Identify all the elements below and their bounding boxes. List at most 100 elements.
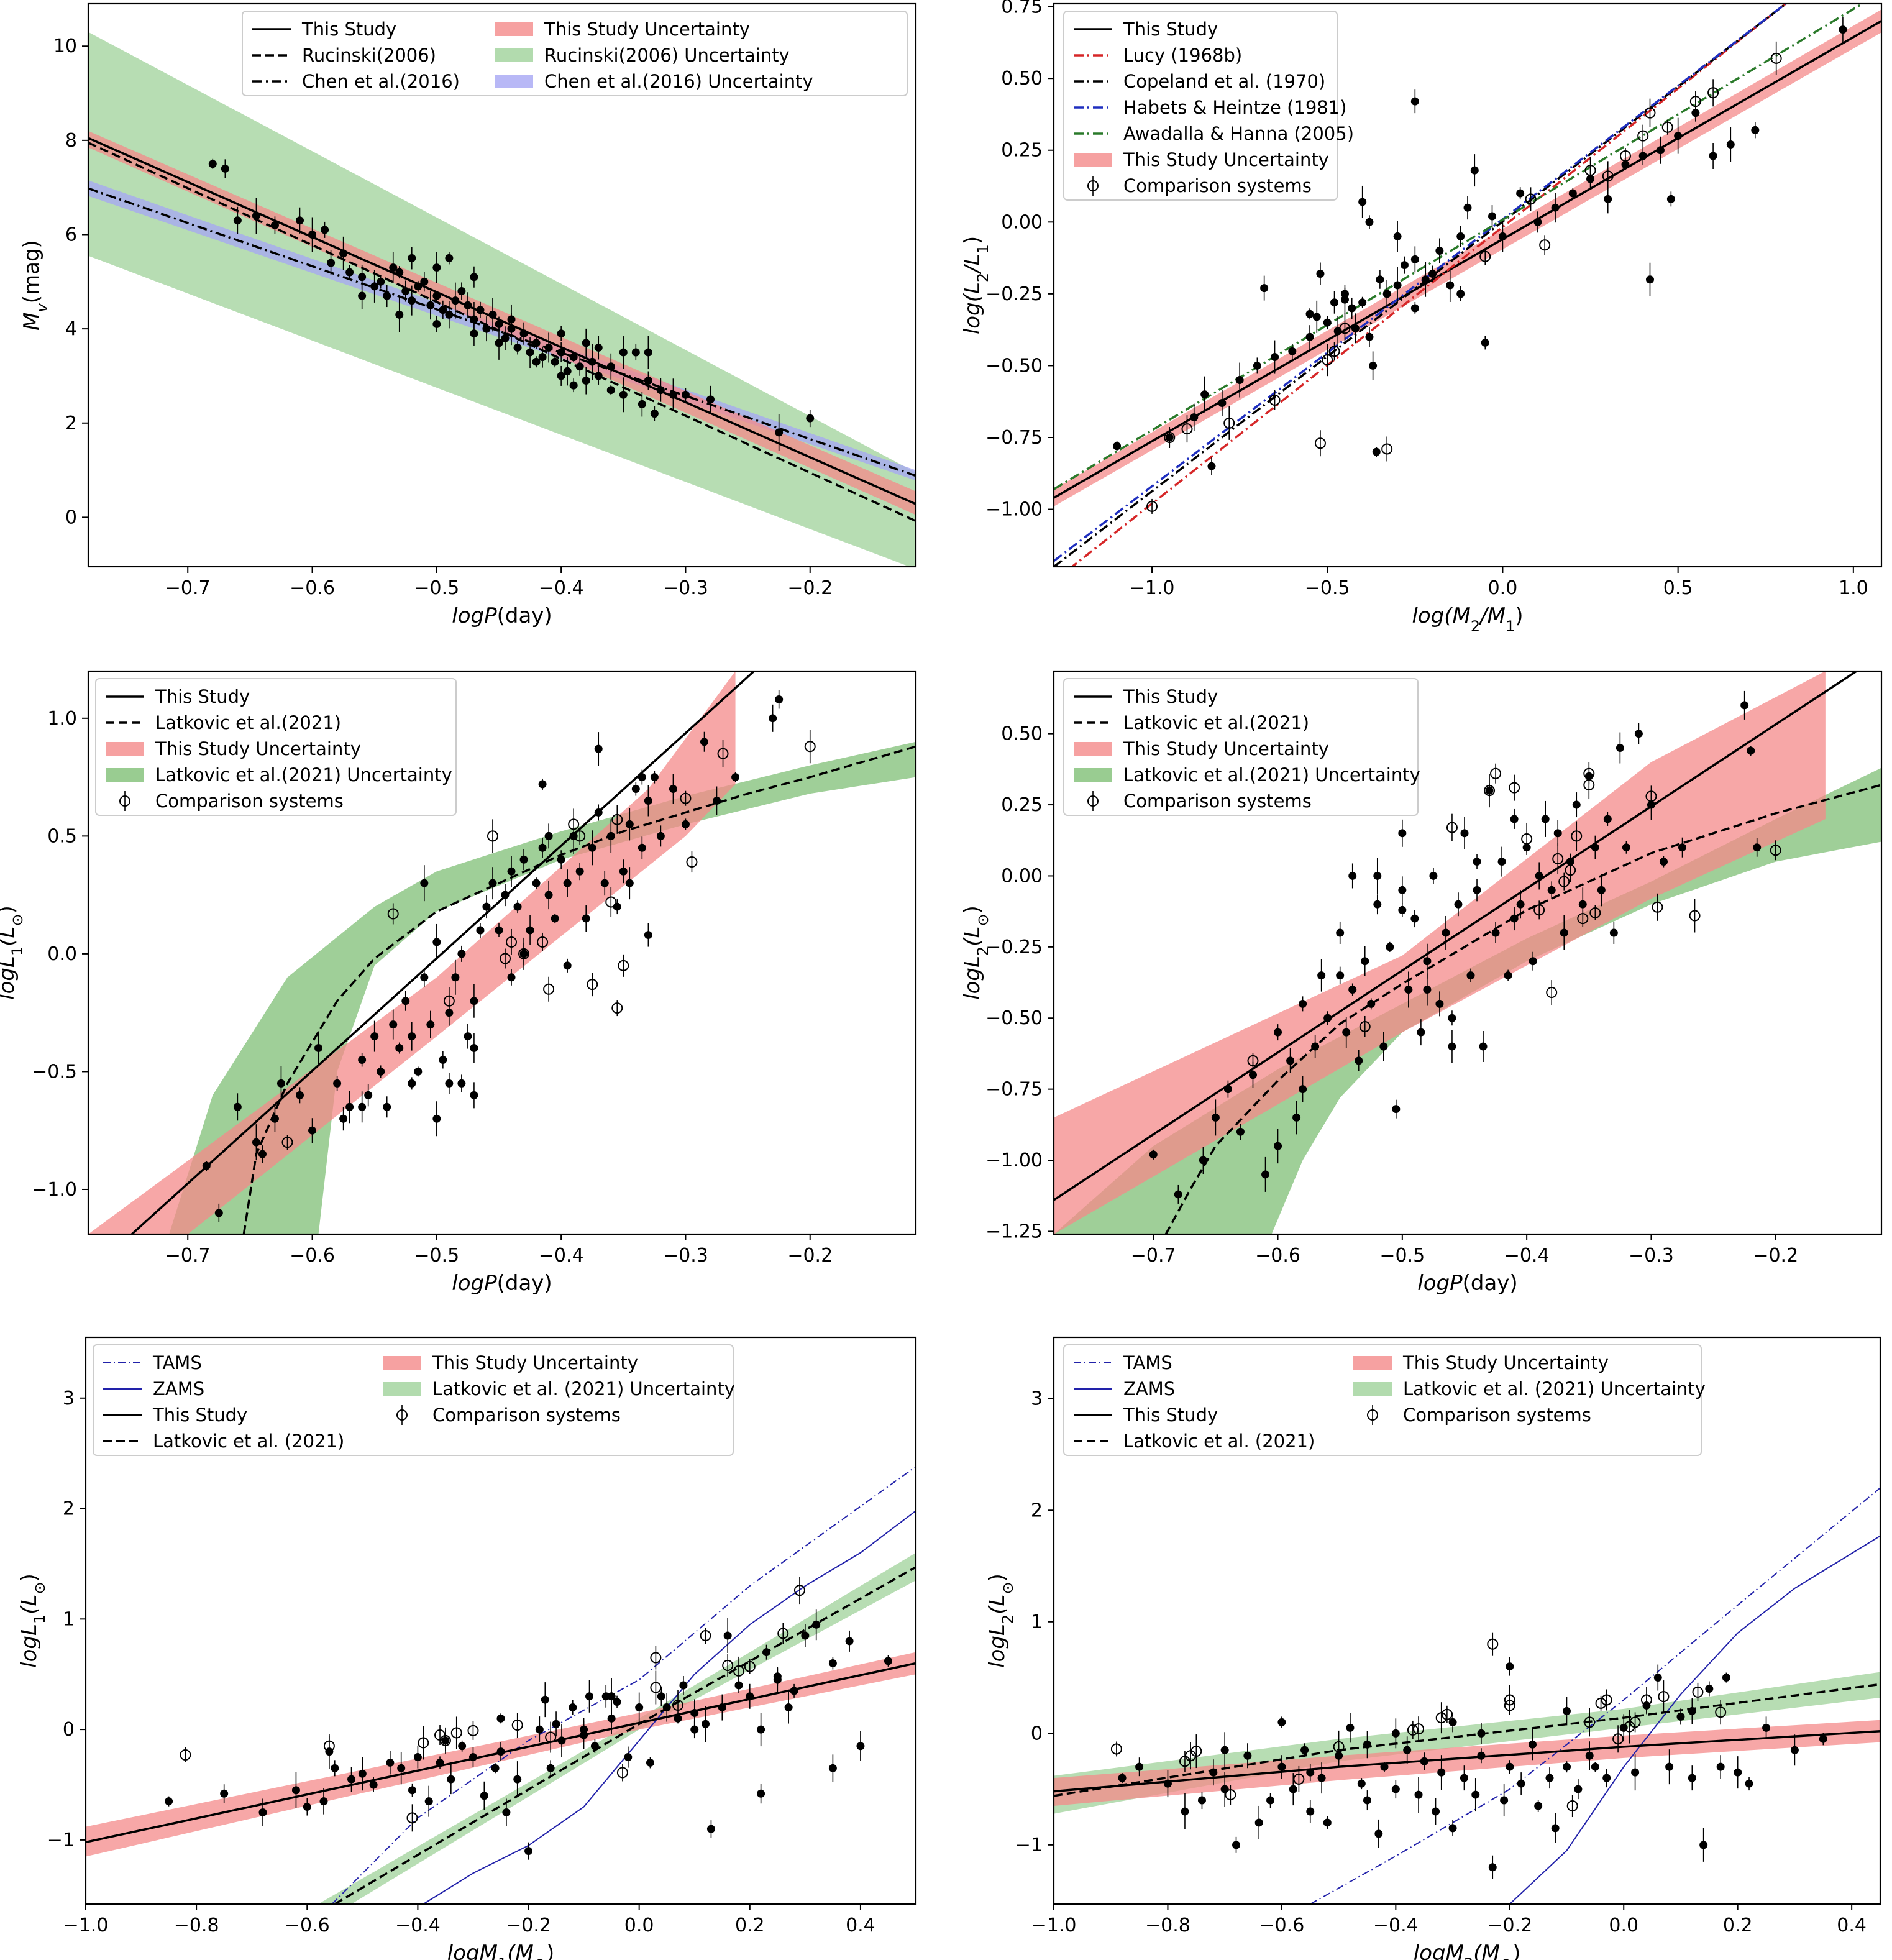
data-point [638, 773, 646, 782]
legend-item: Latkovic et al. (2021) [103, 1431, 344, 1452]
data-point [607, 1714, 616, 1723]
y-tick-label: −0.50 [985, 355, 1043, 377]
data-point [389, 263, 398, 272]
comparison-point [744, 1660, 756, 1672]
legend-label: Latkovic et al.(2021) Uncertainty [1123, 764, 1420, 785]
y-tick-label: 2 [63, 1498, 75, 1520]
data-point [1392, 1105, 1401, 1114]
data-point [575, 362, 584, 371]
data-point [370, 282, 379, 291]
data-point [669, 785, 677, 794]
data-point [526, 926, 534, 935]
axes-frame [87, 670, 917, 1235]
data-point [1676, 1712, 1685, 1721]
comparison-point [1689, 96, 1701, 108]
data-point [507, 973, 516, 982]
comparison-point [1539, 239, 1551, 251]
data-point [414, 282, 423, 291]
data-point [495, 320, 503, 329]
legend-item: Lucy (1968b) [1074, 45, 1242, 66]
data-point [308, 1126, 317, 1135]
data-point [845, 1637, 854, 1646]
x-tick-label: −0.7 [165, 577, 211, 599]
y-tick-label: 1 [63, 1608, 75, 1630]
x-axis-label: logM1(M⊙) [447, 1941, 554, 1960]
data-point [594, 372, 603, 380]
data-point [1340, 295, 1349, 304]
legend-label: Rucinski(2006) Uncertainty [544, 45, 790, 66]
data-point [1403, 1746, 1412, 1754]
data-point [1666, 195, 1675, 203]
legend-item: Latkovic et al. (2021) Uncertainty [1353, 1378, 1706, 1399]
data-point [327, 259, 336, 267]
comparison-point [1707, 87, 1719, 99]
legend-swatch [1074, 153, 1112, 167]
legend-label: Comparison systems [1403, 1404, 1591, 1426]
legend-item: Chen et al.(2016) [252, 71, 460, 92]
data-point [1317, 971, 1326, 980]
data-point [662, 1703, 671, 1712]
data-point [1243, 1751, 1252, 1760]
data-point [1473, 858, 1481, 866]
data-point [557, 855, 565, 864]
y-axis-label: log(L2/L1) [960, 236, 992, 334]
x-tick-label: −0.3 [1629, 1245, 1674, 1266]
legend-label: Chen et al.(2016) Uncertainty [544, 71, 813, 92]
data-point [790, 1687, 798, 1695]
data-point [1235, 376, 1244, 385]
data-point [1348, 871, 1357, 880]
data-point [447, 1775, 455, 1784]
comparison-point [1589, 907, 1601, 918]
y-axis-label: logL2(L⊙) [985, 1573, 1017, 1668]
data-point [358, 273, 367, 282]
comparison-point [1333, 1741, 1345, 1752]
legend-item: This Study [252, 19, 396, 40]
y-tick-label: 0.00 [1001, 211, 1043, 233]
x-tick-label: −1.0 [63, 1915, 109, 1936]
data-point [1448, 1042, 1456, 1051]
data-point [1597, 886, 1606, 894]
legend-swatch [1087, 180, 1099, 191]
legend-item: Awadalla & Hanna (2005) [1074, 123, 1354, 144]
comparison-point [722, 1660, 734, 1671]
legend-label: Habets & Heintze (1981) [1123, 97, 1347, 118]
data-point [1488, 212, 1497, 221]
comparison-point [1110, 1743, 1122, 1755]
data-point [1207, 462, 1216, 470]
chart-panel-f: −1.0 −0.8 −0.6 −0.4 −0.2 0.0 0.2 0.4 −1 0 1 2 3 logM2… [985, 1336, 1881, 1960]
data-point [395, 310, 404, 319]
data-point [884, 1657, 892, 1665]
data-point [801, 1631, 810, 1640]
comparison-point [543, 983, 555, 995]
data-point [1417, 1028, 1425, 1037]
series-line-0 [1054, 671, 1857, 1201]
data-point [1674, 132, 1683, 140]
data-point [165, 1797, 173, 1806]
data-point [1510, 914, 1519, 923]
data-point [220, 1789, 229, 1798]
data-point [1323, 1818, 1332, 1827]
data-point [1410, 255, 1419, 263]
legend-item: This Study Uncertainty [383, 1352, 638, 1373]
data-point [1678, 843, 1687, 852]
data-point [1400, 261, 1409, 270]
uncertainty-band-0 [88, 32, 916, 567]
data-point [762, 1648, 771, 1657]
data-point [1516, 900, 1525, 909]
x-tick-label: −0.8 [174, 1915, 219, 1936]
data-point [1363, 1796, 1371, 1805]
data-point [812, 1620, 821, 1629]
data-point [1286, 1056, 1295, 1065]
data-point [1699, 1841, 1708, 1849]
data-point [303, 1803, 311, 1811]
data-point [613, 902, 621, 911]
y-axis-label: logL2(L⊙) [960, 905, 992, 1000]
data-point [482, 324, 491, 333]
y-tick-label: −0.50 [985, 1007, 1043, 1029]
x-tick-label: −0.5 [414, 1245, 459, 1266]
data-point [1404, 985, 1413, 994]
data-point [1414, 1790, 1423, 1799]
data-point [582, 914, 590, 923]
legend-label: Awadalla & Hanna (2005) [1123, 123, 1354, 144]
data-point [773, 1672, 782, 1681]
